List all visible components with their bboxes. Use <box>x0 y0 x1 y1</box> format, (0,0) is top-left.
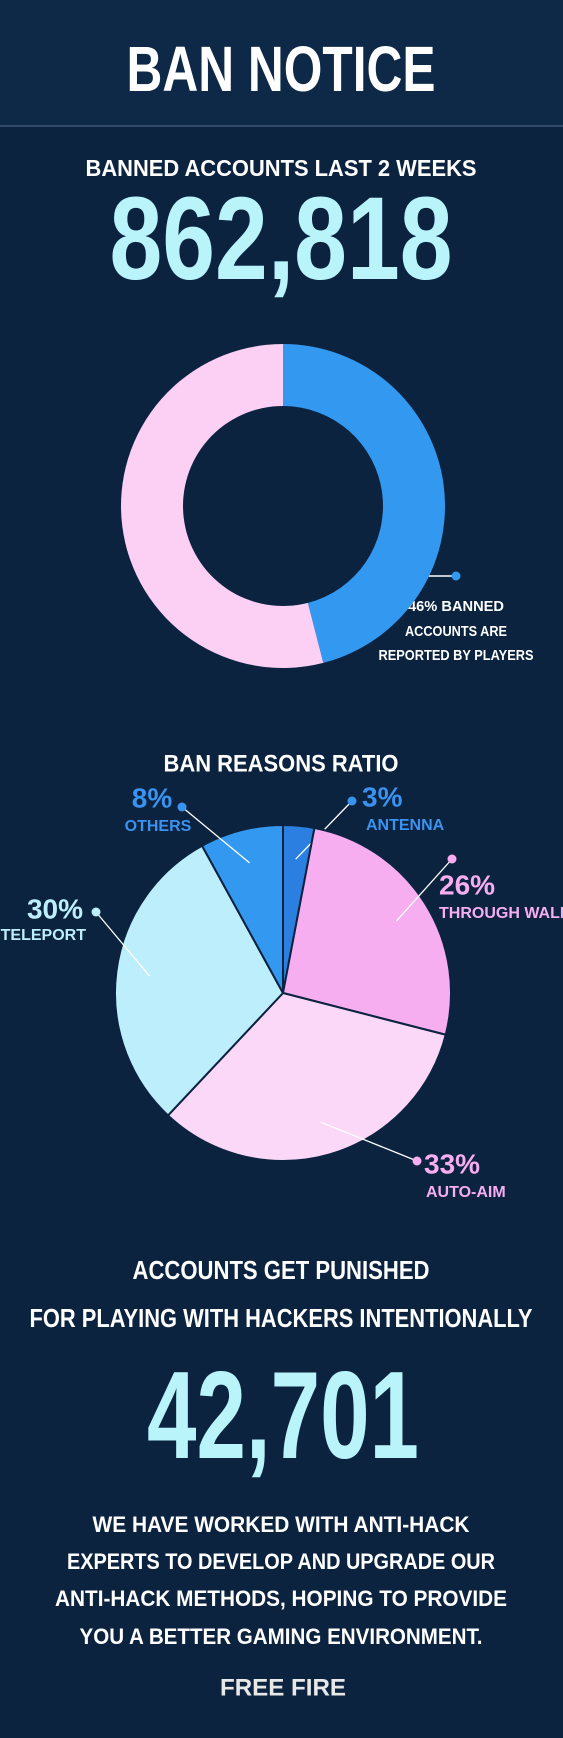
slice-category-label: OTHERS <box>125 818 192 835</box>
title: BAN NOTICE <box>127 33 436 105</box>
header-band <box>0 0 563 125</box>
annotation-dot <box>451 571 461 581</box>
slice-value-label: 30% <box>27 893 83 924</box>
label-dot <box>347 796 357 806</box>
punished-count: 42,701 <box>147 1347 419 1485</box>
slice-category-label: AUTO-AIM <box>426 1184 506 1201</box>
label-dot <box>447 854 457 864</box>
donut-segment <box>121 344 324 668</box>
pie-slice <box>113 844 285 1117</box>
pie-slice <box>200 823 284 994</box>
donut-annotation: REPORTED BY PLAYERS <box>379 647 534 664</box>
message-line: WE HAVE WORKED WITH ANTI-HACK <box>93 1512 470 1537</box>
pie-title: BAN REASONS RATIO <box>164 750 399 777</box>
message-line: EXPERTS TO DEVELOP AND UPGRADE OUR <box>67 1549 495 1574</box>
donut-annotation: ACCOUNTS ARE <box>405 623 507 640</box>
banned-heading: BANNED ACCOUNTS LAST 2 WEEKS <box>86 155 477 181</box>
banned-count: 862,818 <box>110 173 453 305</box>
label-leader <box>181 806 250 864</box>
punished-heading: ACCOUNTS GET PUNISHED <box>133 1255 430 1285</box>
slice-value-label: 3% <box>362 781 403 812</box>
label-dot <box>412 1156 422 1166</box>
donut-segment <box>283 343 446 663</box>
logo: FREE FIRE <box>220 1674 346 1701</box>
slice-value-label: 26% <box>439 869 495 900</box>
slice-category-label: THROUGH WALL <box>439 905 563 922</box>
label-leader <box>95 911 151 977</box>
slice-value-label: 33% <box>424 1148 480 1179</box>
label-dot <box>91 907 101 917</box>
slice-value-label: 8% <box>132 782 173 813</box>
slice-category-label: ANTENNA <box>366 817 445 834</box>
pie-slice <box>281 826 452 1036</box>
label-leader <box>320 1121 418 1162</box>
label-dot <box>177 802 187 812</box>
message-line: ANTI-HACK METHODS, HOPING TO PROVIDE <box>55 1586 507 1611</box>
donut-annotation: 46% BANNED <box>408 598 504 615</box>
punished-heading: FOR PLAYING WITH HACKERS INTENTIONALLY <box>30 1303 533 1333</box>
pie-slice <box>166 991 447 1163</box>
message-line: YOU A BETTER GAMING ENVIRONMENT. <box>80 1624 483 1649</box>
slice-category-label: TELEPORT <box>1 927 87 944</box>
label-leader <box>395 858 453 922</box>
